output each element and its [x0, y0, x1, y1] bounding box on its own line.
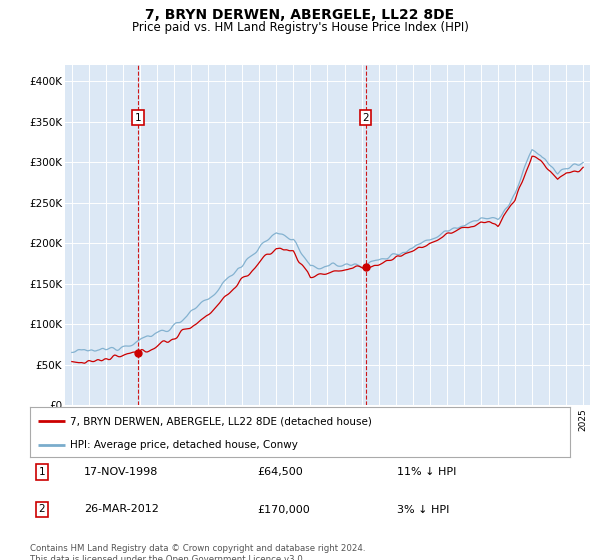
Text: 7, BRYN DERWEN, ABERGELE, LL22 8DE: 7, BRYN DERWEN, ABERGELE, LL22 8DE [145, 8, 455, 22]
Text: 7, BRYN DERWEN, ABERGELE, LL22 8DE (detached house): 7, BRYN DERWEN, ABERGELE, LL22 8DE (deta… [71, 416, 373, 426]
Text: 2: 2 [362, 113, 369, 123]
Text: Contains HM Land Registry data © Crown copyright and database right 2024.
This d: Contains HM Land Registry data © Crown c… [30, 544, 365, 560]
Text: 2: 2 [38, 505, 45, 515]
Text: Price paid vs. HM Land Registry's House Price Index (HPI): Price paid vs. HM Land Registry's House … [131, 21, 469, 34]
Text: 3% ↓ HPI: 3% ↓ HPI [397, 505, 449, 515]
Text: HPI: Average price, detached house, Conwy: HPI: Average price, detached house, Conw… [71, 440, 298, 450]
Text: 17-NOV-1998: 17-NOV-1998 [84, 467, 158, 477]
Text: 11% ↓ HPI: 11% ↓ HPI [397, 467, 457, 477]
Text: 1: 1 [38, 467, 45, 477]
Text: 26-MAR-2012: 26-MAR-2012 [84, 505, 159, 515]
Text: £170,000: £170,000 [257, 505, 310, 515]
Text: 1: 1 [134, 113, 141, 123]
Text: £64,500: £64,500 [257, 467, 302, 477]
